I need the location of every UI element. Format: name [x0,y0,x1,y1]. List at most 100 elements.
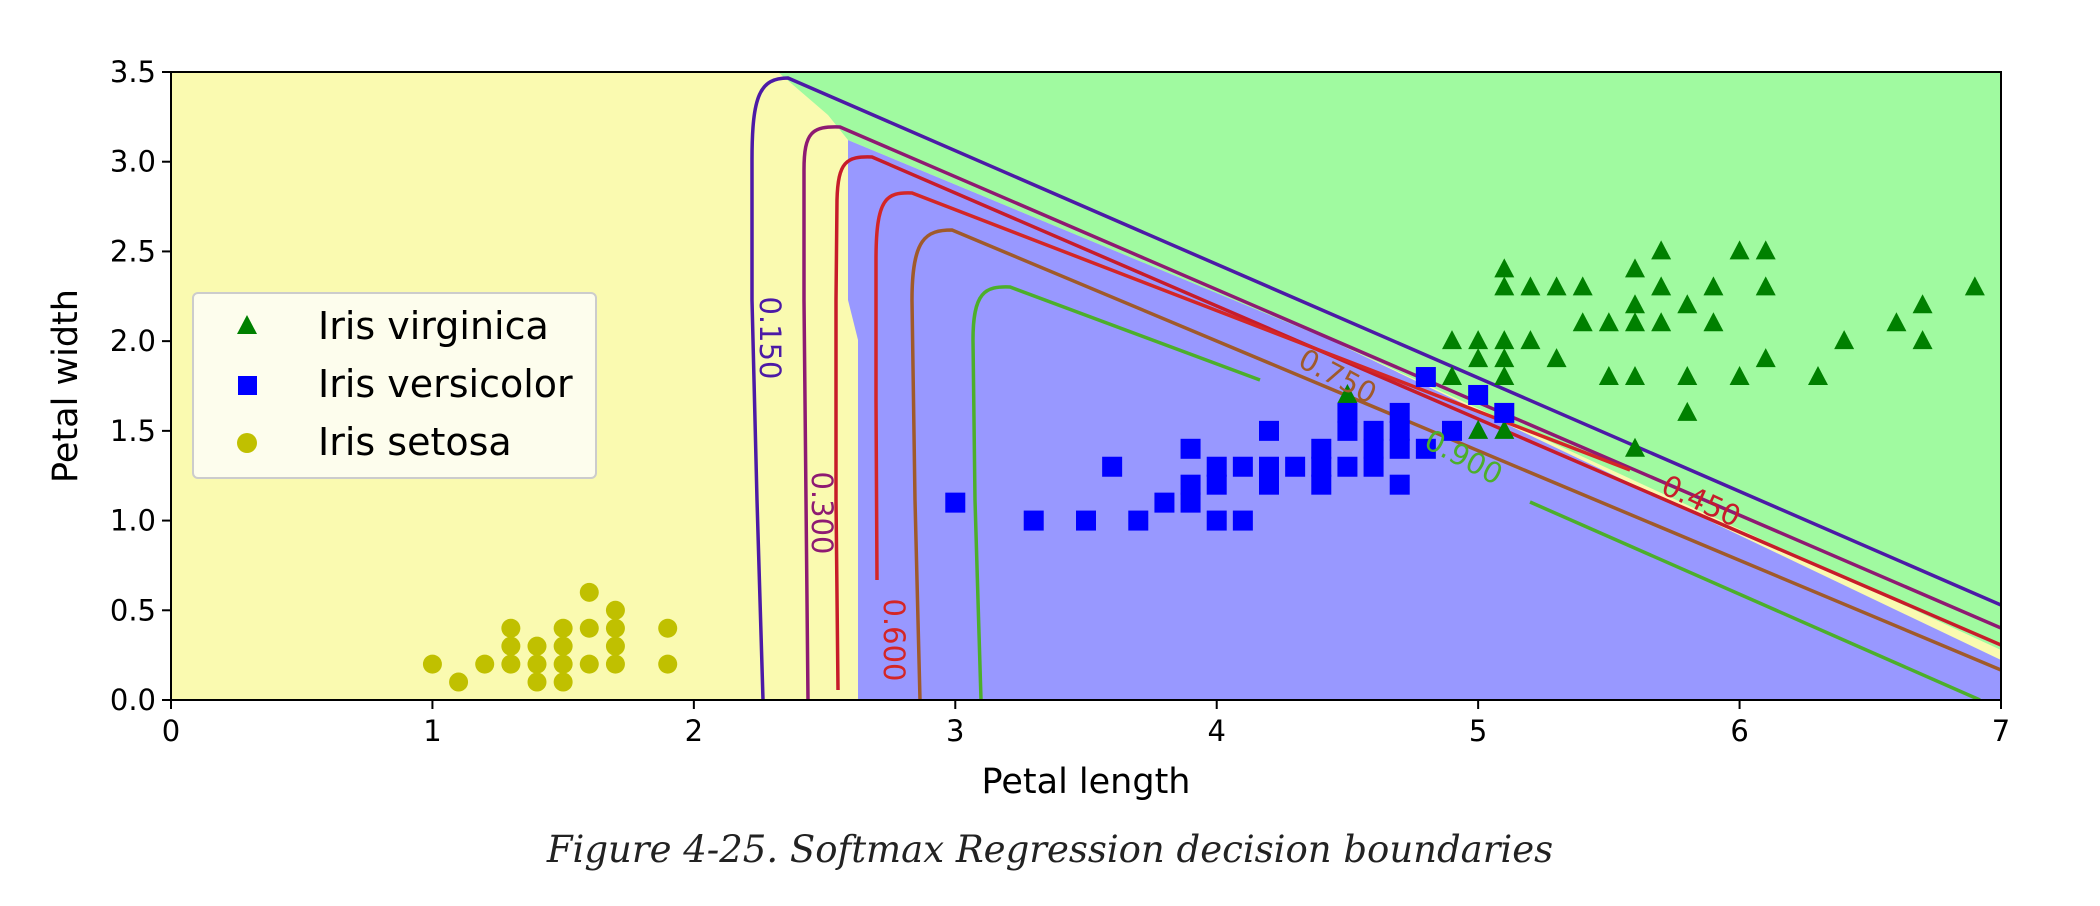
iris-versicolor-point [1259,456,1279,477]
iris-versicolor-point [1442,420,1462,441]
iris-versicolor-point [1076,510,1096,531]
iris-setosa-point [579,654,599,674]
probability-contours [750,76,2001,700]
iris-virginica-point [1808,366,1828,386]
x-axis-label: Petal length [982,762,1191,802]
iris-virginica-point [1625,258,1645,278]
iris-virginica-point [1964,276,1985,296]
iris-versicolor-point [1389,402,1410,423]
iris-virginica-point [1520,330,1541,350]
iris-virginica-point [1598,366,1619,386]
iris-virginica-point [1651,312,1672,332]
iris-versicolor-point [1363,438,1384,459]
x-tick-label: 3 [946,714,964,748]
iris-versicolor-point [1468,384,1489,405]
y-tick-label: 1.5 [110,414,156,448]
y-tick-label: 3.0 [110,145,156,179]
iris-virginica-point [1651,240,1672,260]
iris-setosa-point [501,636,521,656]
y-tick-label: 2.0 [110,324,156,358]
iris-virginica-point [1468,419,1489,439]
iris-virginica-point [1494,330,1515,350]
iris-setosa-point [605,618,625,638]
legend-label-setosa: Iris setosa [318,420,512,464]
y-tick-label: 2.5 [110,234,156,268]
iris-versicolor-point [1180,438,1201,459]
iris-virginica-point [1442,366,1462,386]
y-tick-label: 0.5 [110,593,156,627]
x-tick-label: 7 [1992,714,2010,748]
iris-versicolor-point [1311,456,1332,477]
iris-virginica-point [1494,258,1515,278]
region-virginica [778,72,2001,650]
iris-virginica-point [1494,348,1515,368]
y-tick-label: 1.0 [110,504,156,538]
iris-versicolor-point [1206,456,1227,477]
x-tick-label: 1 [423,714,441,748]
iris-setosa-point [658,654,678,674]
iris-virginica-point [1651,276,1672,296]
iris-setosa-point [527,636,547,656]
legend-marker-versicolor [238,376,257,395]
iris-virginica-point [1755,240,1776,260]
contour-line-0-300 [802,125,2001,700]
x-tick-label: 5 [1469,714,1487,748]
iris-virginica-point [1625,294,1645,314]
iris-versicolor-point [1363,456,1384,477]
iris-versicolor-point [1259,474,1279,495]
iris-virginica-point [1520,276,1541,296]
iris-setosa-point [501,618,521,638]
legend-label-versicolor: Iris versicolor [318,362,573,406]
iris-virginica-point [1337,383,1358,403]
iris-versicolor-point [1337,402,1358,423]
iris-virginica-point [1468,330,1489,350]
iris-setosa-point [475,654,495,674]
iris-setosa-point [579,618,599,638]
iris-setosa-point [553,636,573,656]
contour-line-0-750 [910,228,2001,700]
iris-versicolor-point [1311,474,1332,495]
iris-virginica-point [1546,276,1567,296]
iris-versicolor-point [1363,420,1384,441]
legend-marker-virginica [237,315,257,334]
iris-setosa-point [527,672,547,692]
iris-setosa-point [553,618,573,638]
iris-virginica-point [1677,294,1698,314]
iris-virginica-point [1494,419,1515,439]
contour-line-0-450 [834,155,2001,691]
iris-virginica-point [1625,366,1645,386]
iris-virginica-point [1755,348,1776,368]
iris-versicolor-point [1415,438,1436,459]
figure-caption: Figure 4-25. Softmax Regression decision… [546,828,1554,871]
x-tick-label: 6 [1730,714,1748,748]
iris-versicolor-point [1389,420,1410,441]
iris-versicolor-point [1180,474,1201,495]
legend: Iris virginica Iris versicolor Iris seto… [192,292,597,479]
iris-versicolor-point [1415,367,1436,388]
iris-setosa-point [553,654,573,674]
data-points [422,240,1985,692]
iris-setosa-point [658,618,678,638]
contour-line-0-150 [750,76,2001,700]
iris-virginica-point [1598,312,1619,332]
iris-versicolor-point [1232,456,1253,477]
iris-virginica-point [1729,366,1750,386]
iris-setosa-point [605,636,625,656]
y-tick-label: 3.5 [110,55,156,89]
iris-versicolor-point [945,492,966,513]
decision-regions [171,72,2001,700]
y-axis: 0.0 0.5 1.0 1.5 2.0 2.5 3.0 3.5 [110,55,171,717]
iris-virginica-point [1546,348,1567,368]
y-tick-label: 0.0 [110,683,156,717]
iris-versicolor-point [1389,474,1410,495]
iris-versicolor-point [1337,456,1358,477]
iris-virginica-point [1677,366,1698,386]
iris-versicolor-point [1206,510,1227,531]
plot-frame [170,71,2002,701]
iris-versicolor-point [1311,438,1332,459]
iris-virginica-point [1442,330,1462,350]
iris-setosa-point [422,654,442,674]
iris-versicolor-point [1337,420,1358,441]
iris-virginica-point [1703,312,1724,332]
